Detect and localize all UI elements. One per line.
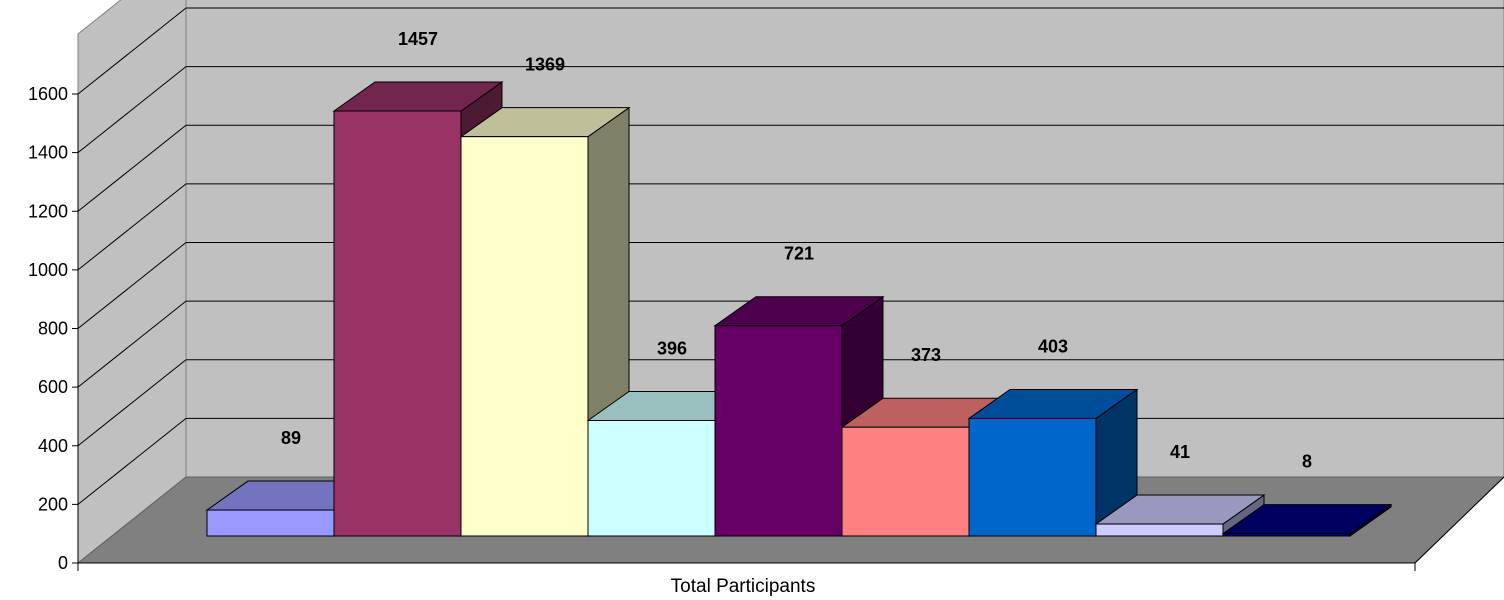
data-label: 396 — [657, 338, 687, 358]
gridline-side — [77, 242, 187, 329]
gridline-side — [77, 300, 187, 388]
bar-front-face — [587, 419, 716, 537]
bar-front-face — [460, 136, 589, 537]
bar-8 — [1094, 494, 1266, 537]
bar-front-face — [333, 110, 462, 537]
gridline-side — [77, 183, 187, 271]
y-tick-label: 0 — [58, 553, 68, 573]
data-label: 8 — [1302, 452, 1312, 472]
gridline-side — [77, 124, 187, 212]
bar-series-group — [205, 81, 1393, 537]
y-tick-label: 200 — [38, 494, 68, 514]
y-tick-label: 1400 — [28, 143, 68, 163]
data-labels: 89 1457 1369 396 721 373 403 41 8 — [281, 29, 1312, 472]
data-label: 403 — [1038, 336, 1068, 356]
floor-edge-right — [1414, 476, 1504, 564]
bar-front-face — [714, 325, 843, 537]
gridline-side — [77, 66, 187, 154]
data-label: 1369 — [525, 55, 565, 75]
y-tick-label: 600 — [38, 377, 68, 397]
bar-front-face — [1222, 533, 1351, 537]
data-label: 89 — [281, 428, 301, 448]
y-tick-label: 1200 — [28, 201, 68, 221]
bar-front-face — [1095, 523, 1224, 537]
bar-9 — [1221, 503, 1393, 537]
x-axis-title: Total Participants — [671, 576, 816, 597]
bar-front-face — [206, 509, 335, 537]
value-axis: 0 200 400 600 800 1000 1200 1400 1600 — [28, 84, 1504, 573]
bar-front-face — [841, 426, 970, 537]
y-tick-label: 1000 — [28, 260, 68, 280]
data-label: 721 — [784, 244, 814, 264]
y-tick-label: 1600 — [28, 84, 68, 104]
y-tick-label: 800 — [38, 319, 68, 339]
side-wall — [77, 0, 187, 565]
bar-1 — [205, 480, 377, 537]
bar-3 — [459, 106, 631, 537]
gridline-side — [77, 359, 187, 447]
bar-7 — [967, 388, 1139, 537]
gridline-side — [77, 7, 187, 95]
bar-front-face — [968, 417, 1097, 537]
data-label: 1457 — [398, 29, 438, 49]
data-label: 373 — [911, 345, 941, 365]
y-tick-label: 400 — [38, 436, 68, 456]
gridline-side — [77, 417, 187, 505]
data-label: 41 — [1170, 442, 1190, 462]
